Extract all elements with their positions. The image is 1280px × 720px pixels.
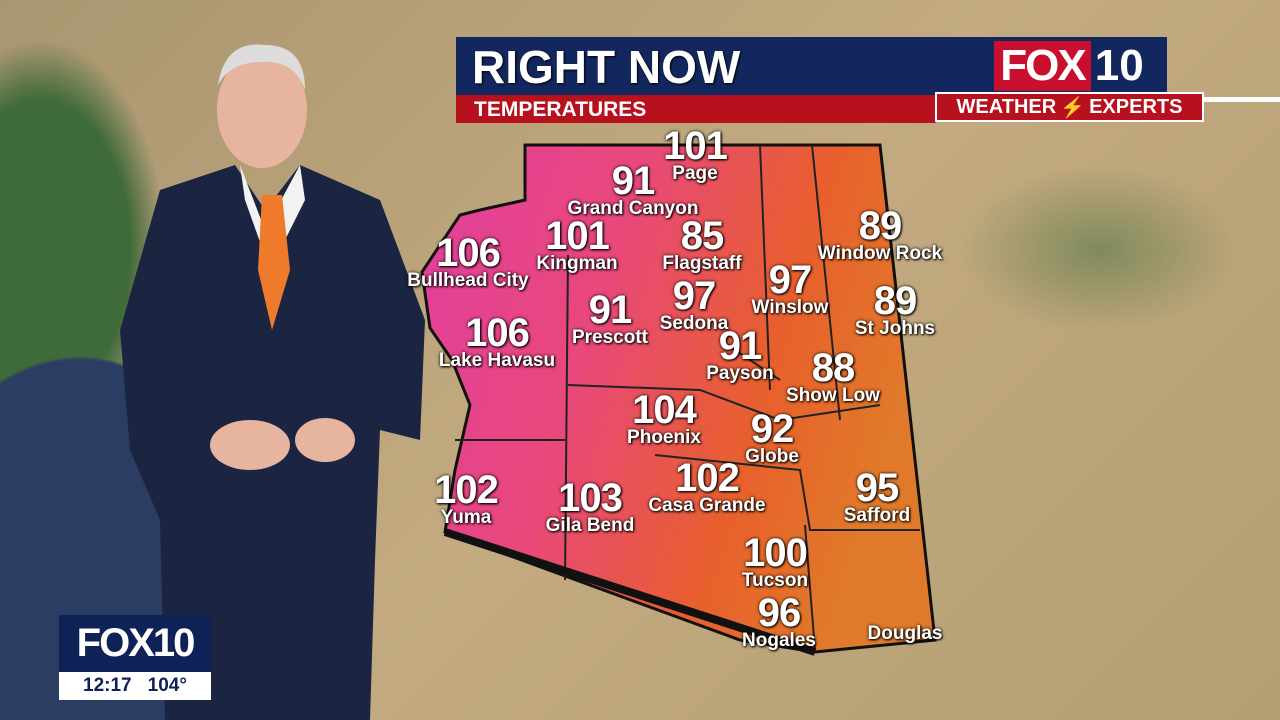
city-label: 88 Show Low — [786, 346, 880, 406]
city-label: 102 Yuma — [434, 468, 499, 528]
city-label: 102 Casa Grande — [648, 456, 766, 516]
city-name: Payson — [706, 363, 774, 384]
city-name: St Johns — [854, 318, 936, 339]
city-temperature: 102 — [434, 468, 499, 512]
city-temperature: 106 — [436, 231, 501, 275]
tagline-right: EXPERTS — [1089, 95, 1183, 118]
city-temperature: 103 — [558, 476, 623, 520]
city-temperature: 102 — [675, 456, 740, 500]
graphic-title: RIGHT NOW — [456, 37, 971, 95]
city-temperature: 91 — [718, 324, 762, 368]
city-label: 106 Bullhead City — [407, 231, 529, 291]
weather-experts-tag: WEATHER ⚡ EXPERTS — [935, 92, 1204, 122]
city-name: Page — [672, 163, 718, 184]
presenter — [120, 44, 425, 720]
fox10-logo: FOX 10 — [971, 37, 1167, 95]
bug-time: 12:17 — [83, 675, 132, 696]
city-temperature: 91 — [588, 288, 633, 332]
city-temperature: 89 — [858, 204, 903, 248]
city-name: Grand Canyon — [567, 198, 699, 219]
lightning-bolt-icon: ⚡ — [1060, 96, 1086, 119]
city-label: 95 Safford — [843, 466, 911, 526]
logo-number: 10 — [1094, 41, 1144, 90]
city-temperature: 92 — [750, 407, 794, 451]
city-temperature: 106 — [465, 311, 530, 355]
city-name: Winslow — [751, 297, 829, 318]
city-label: 101 Page — [663, 124, 728, 184]
city-name: Yuma — [440, 507, 492, 528]
city-label: 91 Prescott — [571, 288, 649, 348]
city-name: Show Low — [786, 385, 880, 406]
city-label: 103 Gila Bend — [545, 476, 635, 536]
city-name: Nogales — [742, 630, 816, 651]
city-temperature: 96 — [757, 591, 801, 635]
city-name: Safford — [843, 505, 911, 526]
city-label: 104 Phoenix — [627, 388, 701, 448]
bug-temperature: 104° — [147, 675, 187, 696]
mexico-border — [443, 528, 817, 656]
city-name: Flagstaff — [662, 253, 742, 274]
city-name: Window Rock — [817, 243, 943, 264]
city-label: 106 Lake Havasu — [438, 311, 556, 371]
city-label: 100 Tucson — [741, 531, 809, 591]
station-bug: FOX10 12:17 104° — [59, 615, 211, 701]
bug-logo: FOX10 — [59, 615, 211, 672]
city-label: 92 Globe — [745, 407, 799, 467]
city-temperature: 95 — [855, 466, 899, 510]
city-label: 89 Window Rock — [817, 204, 943, 264]
city-label: Douglas — [868, 624, 943, 644]
city-label: 91 Grand Canyon — [567, 159, 699, 219]
divider-line — [1204, 97, 1280, 102]
city-label: 91 Payson — [706, 324, 774, 384]
city-temperature: 97 — [768, 258, 812, 302]
city-name: Tucson — [741, 570, 809, 591]
city-label: 101 Kingman — [536, 214, 618, 274]
city-name: Gila Bend — [545, 515, 635, 536]
city-label: 85 Flagstaff — [662, 214, 742, 274]
city-label: 96 Nogales — [742, 591, 816, 651]
city-temperature: 97 — [672, 274, 716, 318]
city-name: Bullhead City — [407, 270, 529, 291]
city-temperature: 101 — [545, 214, 610, 258]
tagline-left: WEATHER — [956, 95, 1057, 118]
arizona-state — [420, 143, 937, 654]
city-label: 97 Winslow — [751, 258, 829, 318]
graphic-subtitle: TEMPERATURES — [456, 95, 936, 123]
city-label: 89 St Johns — [854, 279, 936, 339]
city-temperature: 89 — [873, 279, 918, 323]
county-borders — [455, 144, 920, 651]
city-name: Phoenix — [627, 427, 701, 448]
city-name: Casa Grande — [648, 495, 766, 516]
city-temperature: 88 — [811, 346, 855, 390]
city-name: Globe — [745, 446, 799, 467]
city-name: Prescott — [571, 327, 649, 348]
logo-brand: FOX — [994, 41, 1091, 91]
city-temperature: 104 — [632, 388, 697, 432]
city-name: Lake Havasu — [438, 350, 556, 371]
city-temperature: 85 — [680, 214, 725, 258]
city-name: Kingman — [536, 253, 618, 274]
city-name: Sedona — [659, 313, 729, 334]
city-temperature: 91 — [611, 159, 655, 203]
city-label: 97 Sedona — [659, 274, 729, 334]
city-temperature: 100 — [743, 531, 808, 575]
city-name: Douglas — [867, 623, 943, 644]
city-temperature: 101 — [663, 124, 728, 168]
